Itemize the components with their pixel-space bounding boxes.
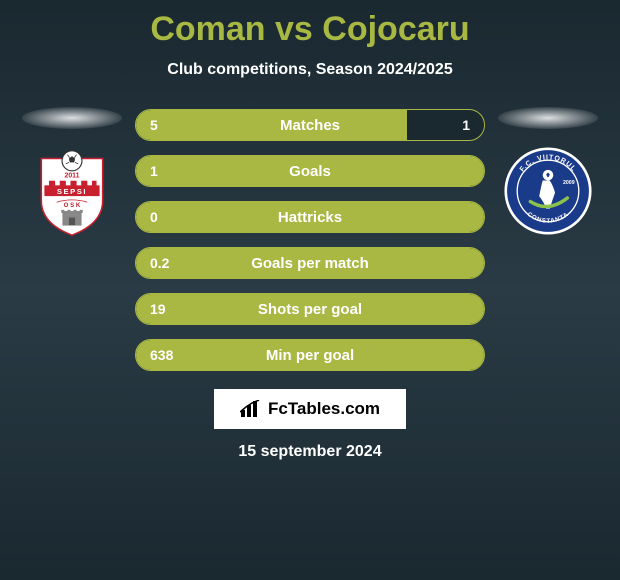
bar-value-left: 0 [150, 209, 158, 225]
footer-badge[interactable]: FcTables.com [214, 389, 406, 429]
footer-site-label: FcTables.com [268, 399, 380, 419]
stat-bar-hattricks: 0 Hattricks [135, 201, 485, 233]
right-club-year: 2009 [563, 180, 575, 186]
bar-value-right: 1 [462, 117, 470, 133]
subtitle: Club competitions, Season 2024/2025 [167, 61, 452, 79]
bar-label: Min per goal [266, 347, 354, 364]
left-club-crest: 2011 SEPSI O S K [26, 147, 118, 239]
bar-label: Goals per match [251, 255, 369, 272]
right-shadow-ellipse [498, 107, 598, 129]
chart-icon [240, 400, 262, 418]
stats-bars: 5 Matches 1 1 Goals 0 Hattricks 0.2 Goal… [135, 109, 485, 371]
bar-label: Hattricks [278, 209, 342, 226]
stat-bar-goals-per-match: 0.2 Goals per match [135, 247, 485, 279]
page-title: Coman vs Cojocaru [150, 10, 469, 49]
bar-value-left: 638 [150, 347, 173, 363]
svg-text:SEPSI: SEPSI [57, 187, 87, 196]
bar-value-left: 0.2 [150, 255, 169, 271]
bar-label: Goals [289, 163, 331, 180]
right-club-column: F.C. VIITORUL CONSTANTA 2009 [493, 107, 603, 235]
stat-bar-shots-per-goal: 19 Shots per goal [135, 293, 485, 325]
bar-label: Matches [280, 117, 340, 134]
bar-value-left: 5 [150, 117, 158, 133]
main-area: 2011 SEPSI O S K [0, 107, 620, 371]
footer-date: 15 september 2024 [238, 443, 381, 461]
stat-bar-goals: 1 Goals [135, 155, 485, 187]
stat-bar-matches: 5 Matches 1 [135, 109, 485, 141]
left-club-column: 2011 SEPSI O S K [17, 107, 127, 239]
bar-value-left: 19 [150, 301, 166, 317]
bar-value-left: 1 [150, 163, 158, 179]
bar-fill [136, 110, 407, 140]
left-club-year: 2011 [65, 173, 80, 180]
bar-label: Shots per goal [258, 301, 362, 318]
svg-text:O S K: O S K [64, 202, 81, 209]
left-shadow-ellipse [22, 107, 122, 129]
right-club-crest: F.C. VIITORUL CONSTANTA 2009 [504, 147, 592, 235]
stat-bar-min-per-goal: 638 Min per goal [135, 339, 485, 371]
